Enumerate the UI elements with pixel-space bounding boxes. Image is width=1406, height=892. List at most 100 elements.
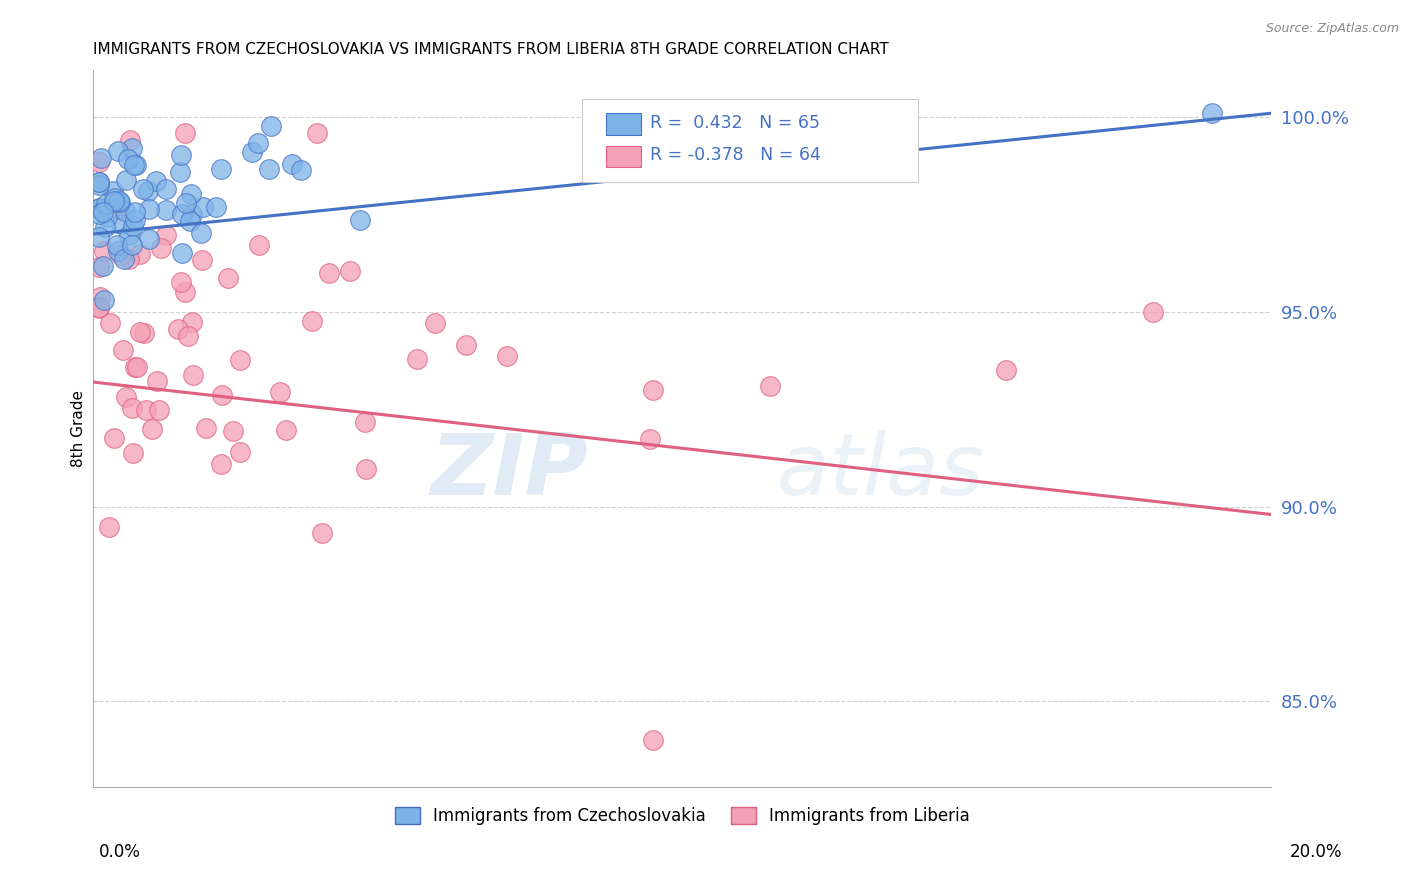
Point (98, 520, 121, 534)
Point (155, 182, 177, 196)
Point (93, 204, 115, 219)
Point (281, 157, 304, 171)
Point (247, 238, 270, 252)
Text: Source: ZipAtlas.com: Source: ZipAtlas.com (1265, 22, 1399, 36)
Point (103, 194, 125, 209)
Point (125, 158, 148, 172)
Point (124, 213, 146, 227)
Bar (606, 113, 641, 135)
Point (290, 162, 312, 177)
Point (114, 173, 136, 187)
Point (110, 248, 132, 262)
Point (146, 374, 169, 388)
Point (180, 186, 202, 201)
Point (204, 200, 226, 214)
Point (247, 136, 270, 150)
Point (89, 290, 111, 304)
Text: 20.0%: 20.0% (1291, 843, 1343, 861)
Point (124, 360, 146, 375)
Point (759, 379, 782, 393)
FancyBboxPatch shape (582, 99, 918, 181)
Point (349, 213, 371, 227)
Point (148, 403, 170, 417)
Point (122, 219, 145, 233)
Point (257, 161, 280, 176)
Text: IMMIGRANTS FROM CZECHOSLOVAKIA VS IMMIGRANTS FROM LIBERIA 8TH GRADE CORRELATION : IMMIGRANTS FROM CZECHOSLOVAKIA VS IMMIGR… (93, 42, 889, 57)
Point (87, 230, 110, 244)
Point (135, 403, 157, 417)
Point (107, 144, 129, 158)
Point (91, 259, 114, 273)
Point (169, 276, 191, 290)
Point (155, 202, 177, 217)
Point (93, 244, 115, 258)
Point (181, 206, 204, 220)
Point (87, 301, 110, 315)
Point (141, 422, 163, 436)
Point (211, 458, 233, 472)
Point (103, 431, 125, 445)
Point (87, 175, 110, 189)
Point (209, 161, 232, 176)
Legend: Immigrants from Czechoslovakia, Immigrants from Liberia: Immigrants from Czechoslovakia, Immigran… (395, 807, 970, 825)
Y-axis label: 8th Grade: 8th Grade (72, 391, 86, 467)
Point (1142, 305, 1164, 319)
Point (132, 326, 155, 340)
Point (260, 119, 283, 133)
Point (274, 423, 297, 437)
Point (228, 353, 250, 368)
Point (87, 300, 110, 314)
Point (211, 388, 233, 402)
Point (104, 191, 127, 205)
Point (149, 241, 172, 255)
Point (118, 252, 141, 267)
Point (194, 421, 217, 435)
Point (217, 270, 239, 285)
Text: atlas: atlas (776, 430, 984, 513)
Text: R =  0.432   N = 65: R = 0.432 N = 65 (651, 114, 820, 132)
Point (87, 207, 110, 221)
Point (87, 260, 110, 274)
Point (145, 174, 167, 188)
Point (110, 217, 132, 231)
Point (166, 322, 188, 336)
Point (301, 314, 323, 328)
Point (179, 213, 201, 227)
Point (112, 343, 135, 358)
Point (114, 203, 136, 218)
Point (269, 384, 291, 399)
Point (229, 445, 252, 459)
Bar (606, 145, 641, 167)
Point (354, 462, 377, 476)
Point (118, 227, 141, 242)
Point (174, 126, 197, 140)
Point (638, 432, 661, 446)
Point (114, 390, 136, 404)
Point (240, 145, 263, 159)
Point (104, 195, 127, 210)
Text: ZIP: ZIP (430, 430, 588, 513)
Point (190, 226, 212, 240)
Text: R = -0.378   N = 64: R = -0.378 N = 64 (651, 146, 821, 164)
Point (120, 133, 142, 147)
Point (454, 338, 477, 352)
Point (339, 264, 361, 278)
Point (138, 202, 160, 216)
Point (1201, 106, 1223, 120)
Point (222, 424, 245, 438)
Point (170, 246, 193, 260)
Point (995, 363, 1018, 377)
Point (93, 293, 115, 307)
Point (423, 316, 446, 330)
Point (174, 196, 197, 211)
Point (117, 152, 139, 166)
Point (121, 141, 143, 155)
Point (121, 401, 143, 415)
Point (87, 202, 110, 216)
Point (108, 194, 131, 208)
Point (191, 200, 214, 214)
Point (108, 194, 131, 209)
Point (136, 184, 159, 198)
Point (496, 349, 519, 363)
Point (641, 383, 664, 397)
